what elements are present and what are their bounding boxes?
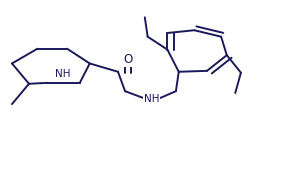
- Text: NH: NH: [144, 94, 160, 104]
- Text: O: O: [123, 53, 133, 66]
- Text: NH: NH: [55, 69, 71, 79]
